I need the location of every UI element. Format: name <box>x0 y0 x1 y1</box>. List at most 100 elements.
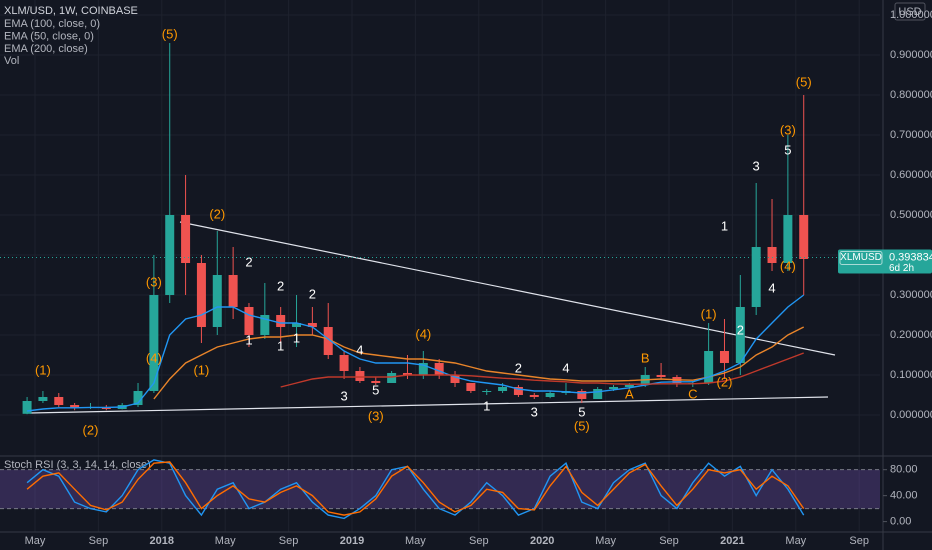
candle-body <box>323 327 333 355</box>
wave-label: (3) <box>780 122 796 137</box>
wave-label: (2) <box>717 374 733 389</box>
candle-body <box>735 307 745 363</box>
candle-body <box>799 215 809 259</box>
wave-label: (4) <box>146 350 162 365</box>
y-tick-label: 0.00 <box>890 516 911 528</box>
candle-body <box>165 215 175 295</box>
y-tick-label: 0.200000 <box>890 329 932 341</box>
wave-label: 1 <box>245 332 252 347</box>
candle-body <box>292 323 302 327</box>
x-tick-label: May <box>405 535 426 547</box>
candle-body <box>133 391 143 405</box>
candle-body <box>228 275 238 307</box>
stoch-title: Stoch RSI (3, 3, 14, 14, close) <box>4 459 151 471</box>
currency: USD <box>898 6 921 18</box>
x-tick-label: Sep <box>469 535 489 547</box>
legend-label: Vol <box>4 55 19 67</box>
wave-label: (2) <box>83 422 99 437</box>
y-tick-label: 0.000000 <box>890 409 932 421</box>
wave-label: 1 <box>483 398 490 413</box>
wave-label: (1) <box>35 362 51 377</box>
currency-box[interactable] <box>894 2 926 21</box>
y-tick-label: 1.000000 <box>890 9 932 21</box>
y-tick-label: 0.100000 <box>890 369 932 381</box>
chart-title: XLM/USD, 1W, COINBASE <box>4 5 138 17</box>
wave-label: (3) <box>368 408 384 423</box>
candle-body <box>577 391 587 399</box>
candle-body <box>307 323 317 327</box>
candle-body <box>260 315 270 335</box>
candle-body <box>418 363 428 375</box>
wave-label: (2) <box>209 206 225 221</box>
candle-body <box>593 389 603 399</box>
candle-body <box>22 401 32 414</box>
candle-body <box>181 215 191 263</box>
symbol-label: XLMUSD <box>840 252 882 263</box>
wave-label: 1 <box>721 218 728 233</box>
candle-body <box>498 387 508 391</box>
x-tick-label: 2021 <box>720 535 744 547</box>
candle-body <box>70 405 80 408</box>
x-tick-label: Sep <box>279 535 299 547</box>
y-tick-label: 0.700000 <box>890 129 932 141</box>
ema-line <box>280 352 804 388</box>
wave-label: 3 <box>753 158 760 173</box>
candle-body <box>212 275 222 327</box>
wave-label: 1 <box>293 330 300 345</box>
candle-body <box>402 373 412 375</box>
candle-body <box>38 397 48 401</box>
wave-label: 2 <box>515 360 522 375</box>
price-label-bg <box>838 249 932 274</box>
legend-label: EMA (100, close, 0) <box>4 18 100 30</box>
candle-body <box>767 247 777 263</box>
y-tick-label: 0.500000 <box>890 209 932 221</box>
candle-body <box>450 375 460 383</box>
candle-body <box>529 395 539 397</box>
candle-body <box>276 315 286 327</box>
y-tick-label: 0.300000 <box>890 289 932 301</box>
legend-label: EMA (200, close) <box>4 43 88 55</box>
candle-body <box>149 295 159 391</box>
y-tick-label: 0.600000 <box>890 169 932 181</box>
wave-label: (5) <box>796 74 812 89</box>
wave-label: 2 <box>309 286 316 301</box>
wave-label: B <box>641 350 650 365</box>
candle-body <box>624 385 634 387</box>
candle-body <box>783 215 793 263</box>
wave-label: A <box>625 386 634 401</box>
price-label: 0.393834 <box>889 251 932 263</box>
wave-label: (5) <box>162 26 178 41</box>
candle-body <box>387 373 397 383</box>
y-tick-label: 40.00 <box>890 490 918 502</box>
candle-body <box>434 363 444 375</box>
x-tick-label: Sep <box>89 535 109 547</box>
ema-line <box>27 294 805 412</box>
y-tick-label: 80.00 <box>890 464 918 476</box>
wave-label: 4 <box>356 342 363 357</box>
candle-body <box>339 355 349 371</box>
legend-label: EMA (50, close, 0) <box>4 30 94 42</box>
candle-body <box>751 247 761 307</box>
x-tick-label: Sep <box>849 535 869 547</box>
trend-line <box>179 221 836 356</box>
x-tick-label: May <box>785 535 806 547</box>
grid <box>0 0 880 532</box>
trend-line <box>29 396 829 414</box>
wave-label: 5 <box>784 142 791 157</box>
wave-label: (1) <box>193 362 209 377</box>
x-tick-label: May <box>215 535 236 547</box>
wave-label: (1) <box>701 306 717 321</box>
wave-label: C <box>688 386 697 401</box>
wave-label: 5 <box>372 382 379 397</box>
wave-label: 5 <box>578 404 585 419</box>
stoch-line <box>26 459 805 520</box>
wave-label: (4) <box>415 326 431 341</box>
wave-label: (4) <box>780 258 796 273</box>
wave-label: (5) <box>574 418 590 433</box>
candle-body <box>371 381 381 383</box>
candle-body <box>54 397 64 405</box>
candle-body <box>244 307 254 335</box>
